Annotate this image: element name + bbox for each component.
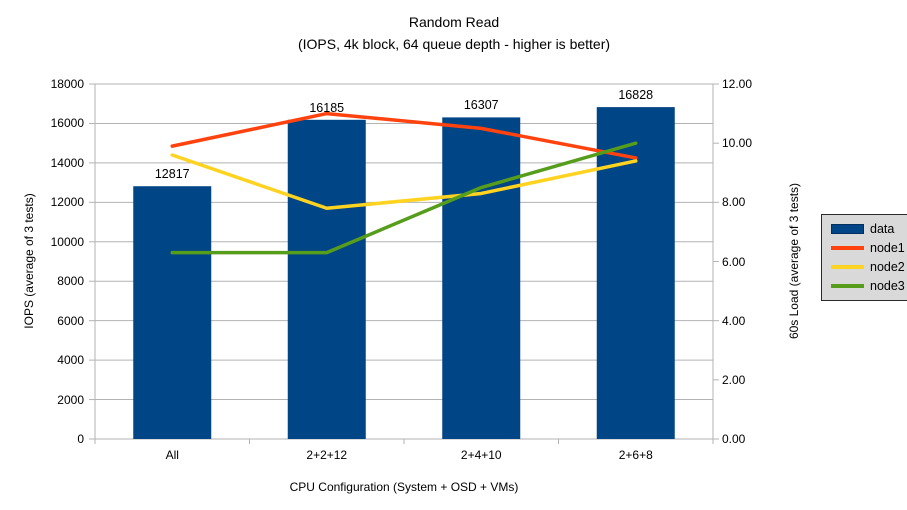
legend-label: node2: [870, 260, 905, 274]
legend-label: node3: [870, 279, 905, 293]
right-axis-tick-label: 12.00: [722, 77, 753, 91]
category-label: 2+2+12: [306, 448, 348, 462]
legend-swatch-data: [831, 224, 864, 234]
legend-swatch-node1: [831, 246, 864, 250]
legend-label: node1: [870, 241, 905, 255]
left-axis-tick-label: 18000: [50, 77, 84, 91]
left-axis-tick-label: 0: [77, 432, 84, 446]
left-axis-tick-label: 4000: [57, 353, 84, 368]
category-label: 2+6+8: [618, 448, 653, 462]
right-axis-title: 60s Load (average of 3 tests): [787, 182, 801, 340]
line-series-node1: [170, 111, 638, 160]
left-axis-tick-label: 16000: [50, 116, 84, 131]
bar-value-label: 16828: [618, 88, 654, 103]
legend-item-node2: node2: [831, 260, 905, 274]
bar-2+2+12: [287, 119, 366, 439]
right-axis-tick-label: 0.00: [722, 432, 746, 446]
left-axis-tick-label: 14000: [50, 155, 84, 170]
bar-value-label: 16185: [309, 100, 345, 115]
right-axis-tick-label: 6.00: [722, 254, 746, 269]
bar-All: [133, 186, 212, 439]
legend-item-node3: node3: [831, 279, 905, 293]
legend-item-node1: node1: [831, 241, 905, 255]
category-label: 2+4+10: [460, 448, 502, 462]
left-axis-title: IOPS (average of 3 tests): [22, 193, 36, 329]
bar-value-label: 16307: [463, 98, 499, 113]
legend-swatch-node3: [831, 284, 864, 288]
category-label: All: [165, 448, 179, 462]
left-axis-tick-label: 8000: [57, 274, 84, 289]
legend-item-data: data: [831, 222, 905, 236]
line-series-node3: [170, 141, 638, 255]
right-axis-tick-label: 8.00: [722, 195, 746, 210]
right-axis-tick-label: 10.00: [722, 136, 753, 151]
right-axis-tick-label: 4.00: [722, 313, 746, 328]
left-axis-tick-label: 12000: [50, 195, 84, 210]
chart-legend: data node1 node2 node3: [821, 214, 907, 301]
right-axis-tick-label: 2.00: [722, 372, 746, 387]
left-axis-tick-label: 6000: [57, 313, 84, 328]
line-series-node2: [170, 153, 638, 210]
legend-label: data: [870, 222, 895, 236]
left-axis-tick-label: 2000: [57, 392, 84, 407]
chart-title: Random Read: [408, 14, 500, 30]
legend-swatch-node2: [831, 265, 864, 269]
left-axis-tick-label: 10000: [50, 234, 84, 249]
bar-value-label: 12817: [154, 167, 190, 182]
chart-subtitle: (IOPS, 4k block, 64 queue depth - higher…: [297, 36, 611, 52]
x-axis-title: CPU Configuration (System + OSD + VMs): [289, 480, 519, 494]
bar-2+4+10: [442, 117, 521, 440]
